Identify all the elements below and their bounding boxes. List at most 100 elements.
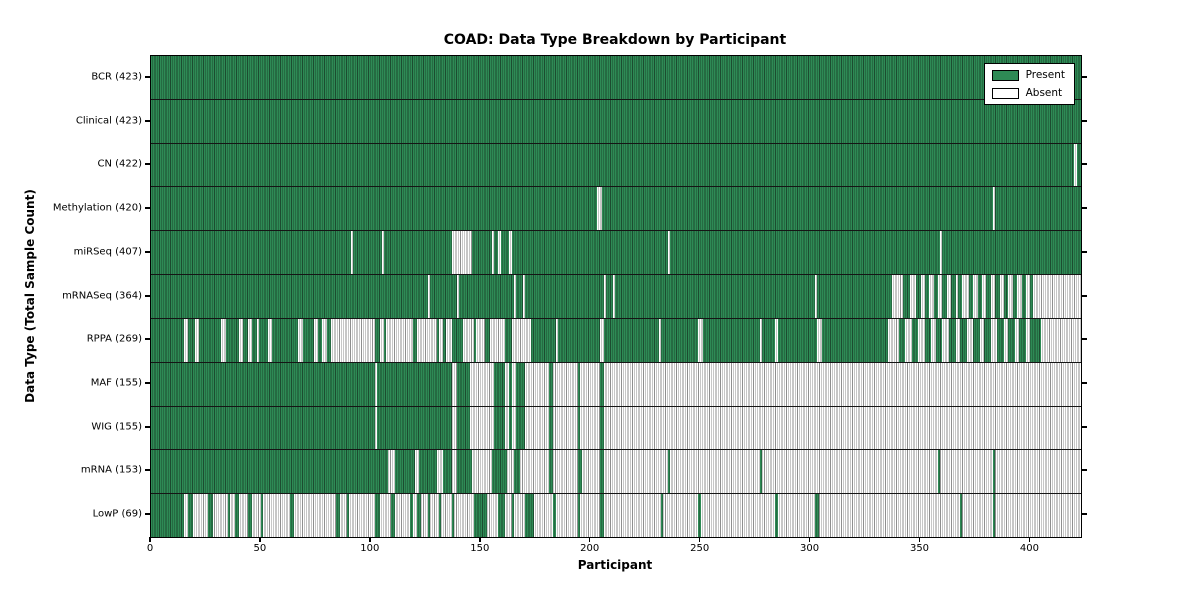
absent-segment bbox=[982, 275, 987, 318]
absent-segment bbox=[698, 318, 703, 362]
y-tick-mark bbox=[145, 119, 150, 122]
present-segment bbox=[151, 362, 376, 406]
x-tick-label-50: 50 bbox=[253, 543, 267, 554]
present-segment bbox=[599, 406, 604, 450]
absent-segment bbox=[929, 275, 934, 318]
present-segment bbox=[509, 362, 512, 406]
absent-segment bbox=[463, 318, 475, 362]
y-tick-label-RPPA: RPPA (269) bbox=[86, 333, 142, 345]
present-segment bbox=[493, 362, 505, 406]
absent-segment bbox=[267, 318, 272, 362]
x-tick-mark bbox=[149, 537, 151, 542]
absent-segment bbox=[1008, 275, 1013, 318]
x-tick-mark bbox=[698, 537, 701, 542]
absent-segment bbox=[1026, 318, 1031, 362]
absent-segment bbox=[940, 231, 943, 275]
absent-segment bbox=[452, 231, 472, 275]
x-tick-label-300: 300 bbox=[800, 543, 820, 554]
y-tick-label-BCR: BCR (423) bbox=[91, 71, 142, 83]
x-tick-mark bbox=[259, 537, 261, 542]
present-segment bbox=[661, 494, 664, 537]
present-segment bbox=[456, 450, 472, 494]
absent-segment bbox=[491, 231, 494, 275]
x-tick-label-400: 400 bbox=[1019, 543, 1039, 554]
present-segment bbox=[938, 450, 941, 494]
present-segment bbox=[474, 494, 488, 537]
absent-segment bbox=[966, 318, 974, 362]
present-segment bbox=[993, 450, 996, 494]
present-segment bbox=[515, 362, 525, 406]
y-tick-mark bbox=[1081, 381, 1087, 384]
present-segment bbox=[548, 450, 554, 494]
y-tick-mark bbox=[145, 75, 150, 78]
matrix-row-mRNASeq bbox=[151, 275, 1081, 319]
absent-segment bbox=[942, 318, 950, 362]
present-segment bbox=[151, 406, 376, 450]
absent-segment bbox=[298, 318, 303, 362]
plot-area: Present Absent bbox=[150, 55, 1082, 538]
present-segment bbox=[493, 406, 505, 450]
x-tick-label-350: 350 bbox=[909, 543, 930, 554]
y-tick-mark bbox=[145, 469, 150, 472]
absent-segment bbox=[513, 275, 516, 318]
present-segment bbox=[577, 494, 580, 537]
x-axis-label: Participant bbox=[577, 558, 653, 572]
absent-segment bbox=[667, 231, 670, 275]
absent-segment bbox=[612, 275, 615, 318]
absent-segment bbox=[322, 318, 327, 362]
y-tick-mark bbox=[1081, 425, 1087, 428]
absent-segment bbox=[962, 275, 969, 318]
y-tick-mark bbox=[145, 425, 150, 428]
y-tick-mark bbox=[145, 294, 150, 297]
matrix-row-RPPA bbox=[151, 318, 1081, 363]
absent-segment bbox=[351, 231, 354, 275]
absent-segment bbox=[221, 318, 226, 362]
x-tick-label-200: 200 bbox=[580, 543, 600, 554]
present-segment bbox=[289, 494, 294, 537]
absent-segment bbox=[597, 187, 602, 231]
present-segment bbox=[377, 362, 453, 406]
present-segment bbox=[548, 406, 554, 450]
present-segment bbox=[417, 494, 422, 537]
present-segment bbox=[509, 406, 512, 450]
absent-segment bbox=[946, 275, 952, 318]
absent-segment bbox=[555, 318, 558, 362]
absent-segment bbox=[194, 318, 200, 362]
absent-segment bbox=[1032, 275, 1081, 318]
present-segment bbox=[443, 450, 453, 494]
absent-segment bbox=[247, 318, 253, 362]
present-segment bbox=[993, 494, 996, 537]
legend-entry-absent: Absent bbox=[991, 87, 1065, 99]
matrix-row-LowP bbox=[151, 494, 1081, 537]
absent-segment bbox=[445, 318, 453, 362]
present-segment bbox=[511, 494, 514, 537]
matrix-row-BCR bbox=[151, 56, 1081, 100]
absent-segment bbox=[760, 318, 763, 362]
y-tick-mark bbox=[1081, 207, 1087, 210]
present-segment bbox=[151, 450, 389, 494]
absent-segment bbox=[313, 318, 319, 362]
present-segment bbox=[377, 406, 453, 450]
absent-segment bbox=[331, 318, 376, 362]
present-segment bbox=[599, 362, 604, 406]
absent-segment bbox=[381, 231, 385, 275]
absent-segment bbox=[979, 318, 985, 362]
y-tick-mark bbox=[1081, 75, 1087, 78]
present-segment bbox=[395, 450, 415, 494]
x-tick-label-100: 100 bbox=[360, 543, 380, 554]
y-tick-mark bbox=[1081, 469, 1087, 472]
y-tick-label-CN: CN (422) bbox=[97, 158, 142, 170]
absent-segment bbox=[658, 318, 662, 362]
present-segment bbox=[491, 450, 508, 494]
absent-segment bbox=[489, 318, 505, 362]
present-segment bbox=[960, 494, 963, 537]
matrix-row-Methylation bbox=[151, 187, 1081, 232]
present-segment bbox=[548, 362, 554, 406]
present-segment bbox=[439, 494, 442, 537]
matrix-row-MAF bbox=[151, 362, 1081, 407]
y-tick-mark bbox=[145, 381, 150, 384]
present-segment bbox=[419, 450, 437, 494]
present-segment bbox=[599, 494, 604, 537]
absent-segment bbox=[498, 231, 501, 275]
y-tick-mark bbox=[1081, 163, 1087, 166]
